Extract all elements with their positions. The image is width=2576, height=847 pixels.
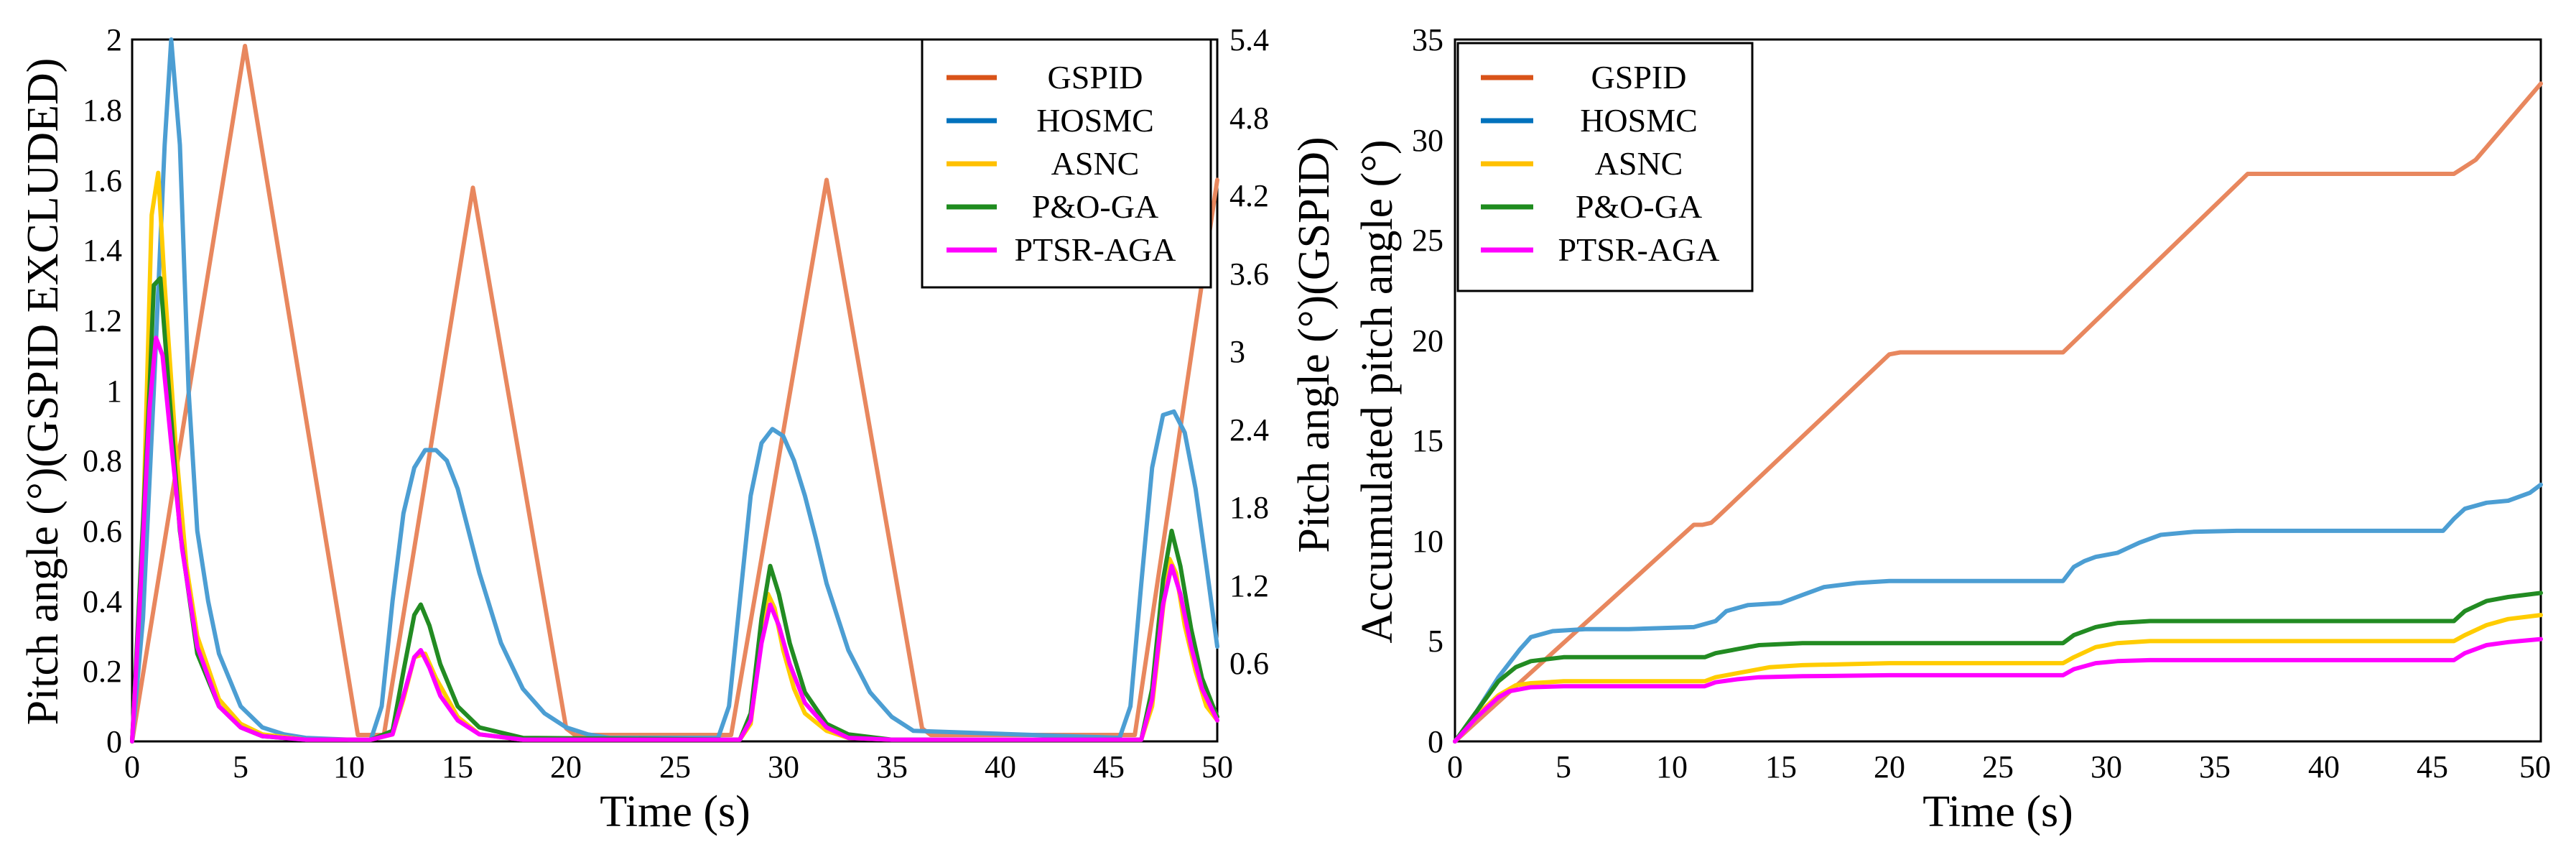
right-x-tick: 25 <box>1982 749 2014 784</box>
right-y-tick: 10 <box>1412 524 1443 559</box>
right-y-tick: 15 <box>1412 423 1443 458</box>
left-y-right-tick: 3 <box>1229 334 1245 369</box>
right-x-tick: 10 <box>1656 749 1688 784</box>
left-y-right-tick: 2.4 <box>1229 412 1269 448</box>
right-chart: 0 5 10 15 20 25 30 35 40 45 50 0 5 10 15… <box>1353 22 2551 836</box>
left-y-right-tick: 1.2 <box>1229 568 1269 603</box>
right-x-tick: 45 <box>2417 749 2448 784</box>
right-series-line-asnc <box>1453 613 2543 744</box>
left-y-tick: 1.2 <box>83 303 122 338</box>
left-series-group <box>130 37 1219 744</box>
right-y-tick: 25 <box>1412 223 1443 258</box>
right-legend-label-asnc: ASNC <box>1595 145 1683 182</box>
left-y-right-axis-label: Pitch angle (°)(GSPID) <box>1290 136 1339 552</box>
left-legend-label-asnc: ASNC <box>1051 145 1140 182</box>
right-y-tick: 35 <box>1412 22 1443 57</box>
left-y-right-tick: 1.8 <box>1229 490 1269 525</box>
right-series-line-hosmc <box>1453 482 2543 744</box>
right-x-tick: 40 <box>2308 749 2340 784</box>
right-x-tick: 35 <box>2199 749 2231 784</box>
right-legend-label-ptsr-aga: PTSR-AGA <box>1558 231 1720 268</box>
left-x-tick: 20 <box>550 749 582 784</box>
left-x-tick: 10 <box>333 749 365 784</box>
left-y-ticks: 0 0.2 0.4 0.6 0.8 1 1.2 1.4 1.6 1.8 2 <box>83 22 122 759</box>
left-y-right-tick: 0.6 <box>1229 646 1269 681</box>
left-legend-label-po-ga: P&O-GA <box>1032 188 1158 225</box>
left-y-tick: 2 <box>106 22 122 57</box>
left-y-tick: 1.8 <box>83 93 122 128</box>
left-y-tick: 1.6 <box>83 163 122 198</box>
left-x-ticks: 0 5 10 15 20 25 30 35 40 45 50 <box>124 749 1233 784</box>
right-x-tick: 20 <box>1874 749 1905 784</box>
right-legend-label-hosmc: HOSMC <box>1580 102 1698 139</box>
right-x-tick: 15 <box>1765 749 1797 784</box>
left-y-tick: 0.2 <box>83 654 122 689</box>
left-legend-label-ptsr-aga: PTSR-AGA <box>1015 231 1176 268</box>
right-legend-label-gspid: GSPID <box>1591 59 1687 96</box>
right-legend: GSPID HOSMC ASNC P&O-GA PTSR-AGA <box>1456 42 1754 292</box>
left-x-tick: 25 <box>659 749 691 784</box>
left-x-tick: 45 <box>1093 749 1125 784</box>
right-x-tick: 5 <box>1556 749 1571 784</box>
left-y-tick: 1 <box>106 374 122 409</box>
left-series-line-hosmc <box>130 37 1219 744</box>
left-y-right-ticks: 0.6 1.2 1.8 2.4 3 3.6 4.2 4.8 5.4 <box>1229 22 1269 681</box>
left-x-tick: 40 <box>985 749 1016 784</box>
left-series-line-ptsr-aga <box>130 335 1219 744</box>
right-legend-label-po-ga: P&O-GA <box>1576 188 1702 225</box>
left-y-right-tick: 4.8 <box>1229 101 1269 136</box>
right-y-axis-label: Accumulated pitch angle (°) <box>1353 139 1402 643</box>
left-chart: 0 5 10 15 20 25 30 35 40 45 50 0 0.2 0.4… <box>19 22 1339 836</box>
right-plot-frame <box>1454 38 2542 743</box>
right-x-tick: 30 <box>2091 749 2122 784</box>
left-legend: GSPID HOSMC ASNC P&O-GA PTSR-AGA <box>921 38 1212 289</box>
left-y-axis-label: Pitch angle (°)(GSPID EXCLUDED) <box>19 58 68 726</box>
right-series-line-ptsr-aga <box>1453 637 2543 744</box>
left-x-tick: 0 <box>124 749 140 784</box>
left-y-right-tick: 4.2 <box>1229 178 1269 213</box>
right-series-line-p-o-ga <box>1453 591 2543 744</box>
right-x-tick: 0 <box>1447 749 1463 784</box>
right-series-line-gspid <box>1453 81 2543 744</box>
right-x-tick: 50 <box>2519 749 2551 784</box>
right-y-tick: 0 <box>1428 724 1443 759</box>
left-y-right-tick: 5.4 <box>1229 22 1269 57</box>
right-x-ticks: 0 5 10 15 20 25 30 35 40 45 50 <box>1447 749 2551 784</box>
right-y-tick: 30 <box>1412 123 1443 158</box>
left-x-tick: 35 <box>876 749 908 784</box>
right-y-tick: 20 <box>1412 323 1443 358</box>
left-x-tick: 5 <box>233 749 248 784</box>
right-y-ticks: 0 5 10 15 20 25 30 35 <box>1412 22 1443 759</box>
left-y-right-tick: 3.6 <box>1229 256 1269 292</box>
left-x-axis-label: Time (s) <box>600 787 750 836</box>
left-legend-label-gspid: GSPID <box>1048 59 1143 96</box>
left-y-tick: 0.6 <box>83 514 122 549</box>
left-x-tick: 15 <box>442 749 473 784</box>
left-y-tick: 0 <box>106 724 122 759</box>
left-x-tick: 50 <box>1201 749 1233 784</box>
left-legend-label-hosmc: HOSMC <box>1036 102 1154 139</box>
right-series-group <box>1453 81 2543 744</box>
left-y-tick: 0.8 <box>83 443 122 478</box>
left-y-tick: 1.4 <box>83 233 122 268</box>
left-y-tick: 0.4 <box>83 584 122 619</box>
left-x-tick: 30 <box>768 749 799 784</box>
right-y-tick: 5 <box>1428 624 1443 659</box>
right-x-axis-label: Time (s) <box>1922 787 2073 836</box>
